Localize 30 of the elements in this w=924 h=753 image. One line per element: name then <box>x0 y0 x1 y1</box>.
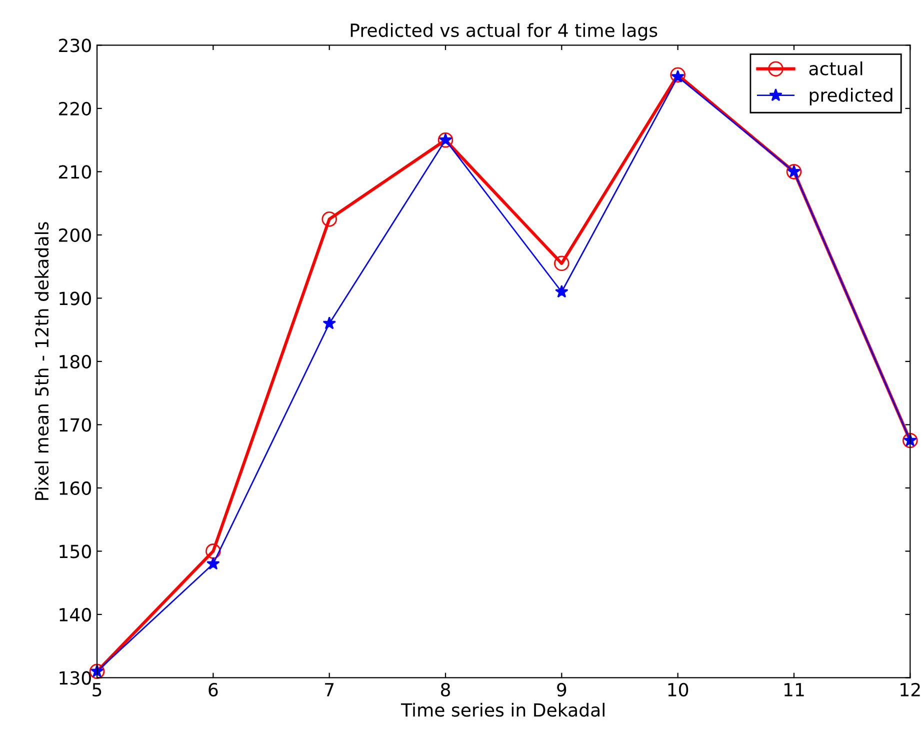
y-tick-label: 230 <box>59 38 91 52</box>
y-tick-label: 190 <box>60 292 91 306</box>
x-tick-label: 6 <box>208 682 218 697</box>
x-tick-label: 9 <box>557 682 566 697</box>
legend-label: predicted <box>810 88 892 106</box>
x-tick-label: 7 <box>325 683 334 696</box>
legend-label: actual <box>809 61 862 76</box>
y-tick-label: 150 <box>60 544 91 558</box>
x-tick-label: 5 <box>92 683 102 697</box>
y-tick-label: 210 <box>59 165 91 179</box>
x-tick-label: 10 <box>668 682 688 697</box>
y-tick-label: 200 <box>59 228 91 242</box>
y-tick-label: 130 <box>60 671 91 685</box>
y-tick-label: 170 <box>60 418 91 432</box>
point <box>322 316 336 330</box>
point <box>555 284 568 298</box>
y-tick-label: 180 <box>60 354 91 369</box>
y-tick-label: 220 <box>59 102 91 116</box>
x-tick-label: 8 <box>440 682 450 697</box>
point <box>554 256 570 272</box>
x-tick-label: 11 <box>784 683 804 696</box>
point <box>322 211 337 227</box>
y-axis-title: Pixel mean 5th - 12th dekadals <box>34 222 49 500</box>
point <box>206 544 221 559</box>
chart-title: Predicted vs actual for 4 time lags <box>350 23 658 41</box>
y-tick-label: 160 <box>60 481 91 496</box>
x-axis-title: Time series in Dekadal <box>400 702 604 717</box>
y-tick-label: 140 <box>60 608 91 622</box>
point <box>206 556 220 570</box>
x-tick-label: 12 <box>900 682 920 696</box>
